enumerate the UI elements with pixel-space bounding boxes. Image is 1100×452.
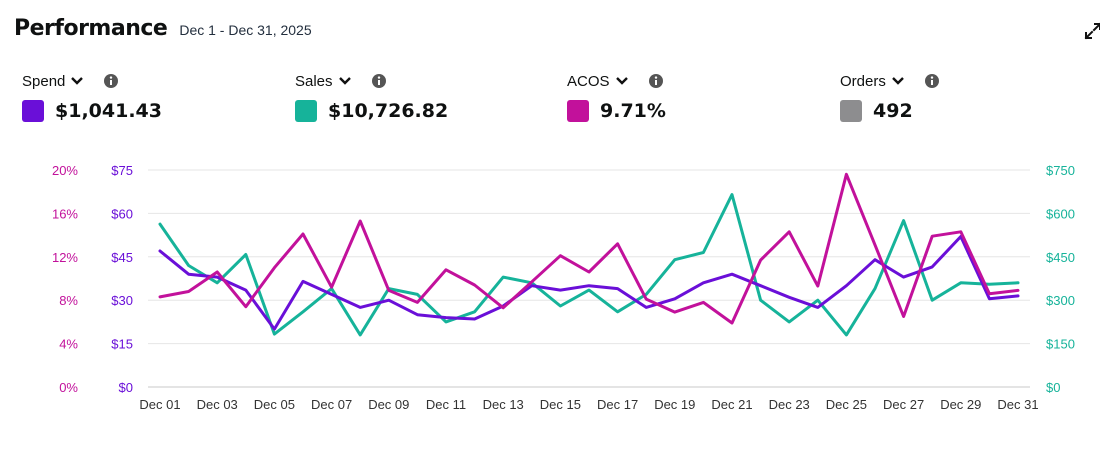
acos-series-line — [158, 172, 1020, 325]
sales-tick-label: $150 — [1046, 337, 1075, 352]
x-tick-label: Dec 07 — [311, 397, 352, 412]
spend-tick-label: $0 — [119, 380, 133, 395]
sales-tick-label: $450 — [1046, 250, 1075, 265]
x-tick-label: Dec 09 — [368, 397, 409, 412]
sales-tick-label: $0 — [1046, 380, 1060, 395]
x-tick-label: Dec 29 — [940, 397, 981, 412]
metric-value: 9.71% — [600, 100, 666, 122]
x-tick-label: Dec 11 — [426, 397, 466, 412]
x-tick-label: Dec 17 — [597, 397, 638, 412]
acos-tick-label: 20% — [52, 163, 78, 178]
chevron-down-icon[interactable] — [891, 76, 904, 86]
chevron-down-icon[interactable] — [71, 76, 84, 86]
x-tick-label: Dec 15 — [540, 397, 581, 412]
page-title: Performance — [14, 16, 168, 41]
metric-label: ACOS — [567, 72, 610, 90]
info-icon[interactable] — [103, 73, 119, 89]
spend-swatch — [22, 100, 44, 122]
x-tick-label: Dec 01 — [139, 397, 180, 412]
info-icon[interactable] — [924, 73, 940, 89]
metric-label: Spend — [22, 72, 66, 90]
x-tick-label: Dec 13 — [483, 397, 524, 412]
metric-value: $1,041.43 — [55, 100, 162, 122]
performance-chart: 0% 4% 8% 12% 16% 20% $0 $15 $30 $45 $60 $75 $0 $150 $3… — [52, 163, 1075, 412]
x-tick-label: Dec 19 — [654, 397, 695, 412]
chevron-down-icon[interactable] — [338, 76, 351, 86]
x-tick-label: Dec 21 — [711, 397, 752, 412]
metric-label: Orders — [840, 72, 886, 90]
sales-tick-label: $600 — [1046, 206, 1075, 221]
metric-sales: Sales $10,726.82 — [295, 72, 448, 122]
x-tick-label: Dec 03 — [197, 397, 238, 412]
x-tick-label: Dec 25 — [826, 397, 867, 412]
orders-swatch — [840, 100, 862, 122]
acos-tick-label: 8% — [59, 293, 78, 308]
acos-swatch — [567, 100, 589, 122]
sales-tick-label: $300 — [1046, 293, 1075, 308]
sales-tick-label: $750 — [1046, 163, 1075, 178]
x-tick-label: Dec 23 — [769, 397, 810, 412]
x-tick-label: Dec 31 — [997, 397, 1038, 412]
spend-tick-label: $75 — [111, 163, 133, 178]
x-tick-label: Dec 27 — [883, 397, 924, 412]
metric-label: Sales — [295, 72, 333, 90]
metric-orders: Orders 492 — [840, 72, 940, 122]
metric-value: $10,726.82 — [328, 100, 449, 122]
acos-tick-label: 12% — [52, 250, 78, 265]
spend-tick-label: $30 — [111, 293, 133, 308]
spend-tick-label: $45 — [111, 250, 133, 265]
spend-tick-label: $15 — [111, 337, 133, 352]
x-tick-label: Dec 05 — [254, 397, 295, 412]
metric-spend: Spend $1,041.43 — [22, 72, 162, 122]
chart-header: Performance Dec 1 - Dec 31, 2025 — [14, 16, 312, 41]
info-icon[interactable] — [371, 73, 387, 89]
info-icon[interactable] — [648, 73, 664, 89]
sales-series-line — [158, 193, 1020, 337]
metric-acos: ACOS 9.71% — [567, 72, 666, 122]
spend-series-line — [158, 235, 1020, 331]
spend-tick-label: $60 — [111, 206, 133, 221]
chevron-down-icon[interactable] — [615, 76, 628, 86]
metric-value: 492 — [873, 100, 913, 122]
expand-icon[interactable] — [1084, 22, 1100, 40]
acos-tick-label: 16% — [52, 206, 78, 221]
date-range: Dec 1 - Dec 31, 2025 — [179, 22, 312, 38]
acos-tick-label: 4% — [59, 337, 78, 352]
acos-tick-label: 0% — [59, 380, 78, 395]
sales-swatch — [295, 100, 317, 122]
